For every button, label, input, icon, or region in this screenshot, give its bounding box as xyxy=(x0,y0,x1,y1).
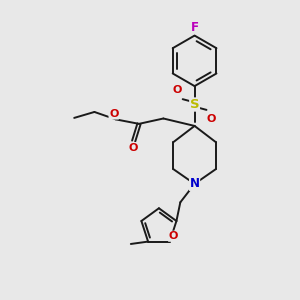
Text: O: O xyxy=(169,231,178,241)
Text: O: O xyxy=(109,109,119,119)
Text: N: N xyxy=(190,177,200,190)
Text: O: O xyxy=(173,85,182,95)
Text: S: S xyxy=(190,98,200,111)
Text: F: F xyxy=(190,21,199,34)
Text: O: O xyxy=(129,142,138,153)
Text: O: O xyxy=(207,114,216,124)
